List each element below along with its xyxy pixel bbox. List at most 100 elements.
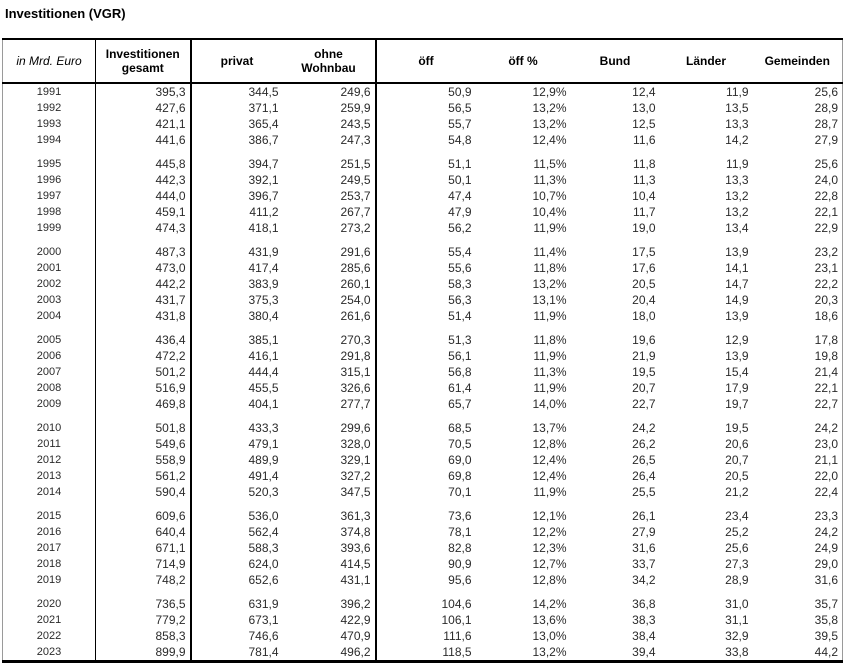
year-cell: 2011 (2, 436, 96, 452)
value-cell: 418,1 (248, 221, 279, 235)
table-row: 2010 501,8 433,3 299,6 68,5 13,7% 24,2 19,5 24,2 (2, 412, 843, 436)
value-cell: 291,6 (282, 236, 377, 260)
value-cell: 386,7 (248, 133, 279, 147)
value-cell: 32,9 (725, 629, 749, 643)
value-cell: 13,9 (725, 245, 749, 259)
value-cell: 624,0 (248, 557, 279, 571)
value-cell: 68,5 (448, 421, 472, 435)
value-cell: 17,5 (632, 245, 656, 259)
value-cell: 27,9 (632, 525, 656, 539)
value-cell: 55,4 (448, 245, 472, 259)
value-cell: 491,4 (248, 469, 279, 483)
value-cell: 13,0% (532, 629, 567, 643)
value-cell: 36,8 (632, 597, 656, 611)
value-cell: 34,2 (632, 573, 656, 587)
value-cell: 442,2 (95, 276, 192, 292)
value-cell: 33,7 (632, 557, 656, 571)
value-cell: 329,1 (282, 452, 377, 468)
value-cell: 10,7% (532, 189, 567, 203)
value-cell: 31,6 (814, 573, 838, 587)
year-cell: 2019 (2, 572, 96, 588)
value-cell: 12,4% (532, 133, 567, 147)
value-cell: 858,3 (95, 628, 192, 644)
value-cell: 25,6 (814, 157, 838, 171)
value-cell: 11,4% (533, 245, 567, 259)
value-cell: 51,4 (448, 309, 472, 323)
table-row: 2022 858,3 746,6 470,9 111,6 13,0% 38,4 32,9 39,… (2, 628, 843, 644)
value-cell: 520,3 (248, 485, 279, 499)
unit-label: in Mrd. Euro (2, 39, 96, 84)
value-cell: 20,5 (632, 277, 656, 291)
value-cell: 394,7 (248, 157, 279, 171)
year-cell: 2001 (2, 260, 96, 276)
table-row: 1999 474,3 418,1 273,2 56,2 11,9% 19,0 13,4 22,9 (2, 220, 843, 236)
value-cell: 536,0 (248, 509, 279, 523)
year-cell: 1996 (2, 172, 96, 188)
value-cell: 588,3 (248, 541, 279, 555)
value-cell: 422,9 (282, 612, 377, 628)
value-cell: 396,2 (282, 588, 377, 612)
value-cell: 24,9 (814, 541, 838, 555)
value-cell: 55,7 (448, 117, 472, 131)
value-cell: 431,8 (95, 308, 192, 324)
value-cell: 19,7 (725, 397, 749, 411)
value-cell: 31,0 (725, 597, 749, 611)
value-cell: 270,3 (282, 324, 377, 348)
value-cell: 899,9 (95, 644, 192, 662)
value-cell: 39,5 (814, 629, 838, 643)
year-cell: 1995 (2, 148, 96, 172)
value-cell: 12,9% (532, 85, 567, 99)
table-row: 2021 779,2 673,1 422,9 106,1 13,6% 38,3 31,1 35,… (2, 612, 843, 628)
table-row: 2013 561,2 491,4 327,2 69,8 12,4% 26,4 20,5 22,0 (2, 468, 843, 484)
value-cell: 22,4 (814, 485, 838, 499)
value-cell: 470,9 (282, 628, 377, 644)
table-row: 2019 748,2 652,6 431,1 95,6 12,8% 34,2 28,9 31,6 (2, 572, 843, 588)
value-cell: 35,8 (814, 613, 838, 627)
value-cell: 56,5 (448, 101, 472, 115)
value-cell: 13,0 (632, 101, 656, 115)
value-cell: 671,1 (95, 540, 192, 556)
value-cell: 23,3 (814, 509, 838, 523)
value-cell: 10,4 (632, 189, 656, 203)
value-cell: 22,7 (814, 397, 838, 411)
value-cell: 13,5 (725, 101, 749, 115)
value-cell: 393,6 (282, 540, 377, 556)
year-cell: 1999 (2, 220, 96, 236)
value-cell: 361,3 (282, 500, 377, 524)
value-cell: 19,5 (632, 365, 656, 379)
value-cell: 385,1 (248, 333, 279, 347)
value-cell: 11,3% (533, 173, 567, 187)
value-cell: 58,3 (448, 277, 472, 291)
value-cell: 652,6 (248, 573, 279, 587)
value-cell: 416,1 (248, 349, 279, 363)
value-cell: 433,3 (248, 421, 279, 435)
value-cell: 383,9 (248, 277, 279, 291)
value-cell: 35,7 (814, 597, 838, 611)
value-cell: 50,9 (448, 85, 472, 99)
value-cell: 31,1 (725, 613, 749, 627)
year-cell: 1998 (2, 204, 96, 220)
value-cell: 23,4 (725, 509, 749, 523)
table-row: 1993 421,1 365,4 243,5 55,7 13,2% 12,5 13,3 28,7 (2, 116, 843, 132)
value-cell: 431,9 (248, 245, 279, 259)
value-cell: 31,6 (632, 541, 656, 555)
value-cell: 19,6 (632, 333, 656, 347)
value-cell: 431,7 (95, 292, 192, 308)
value-cell: 291,8 (282, 348, 377, 364)
value-cell: 736,5 (95, 588, 192, 612)
table-row: 2015 609,6 536,0 361,3 73,6 12,1% 26,1 23,4 23,3 (2, 500, 843, 524)
value-cell: 22,1 (814, 205, 838, 219)
table-body: 1991 395,3 344,5 249,6 50,9 12,9% 12,4 11,9 25,6… (2, 83, 843, 662)
year-cell: 1994 (2, 132, 96, 148)
value-cell: 13,9 (725, 309, 749, 323)
value-cell: 501,8 (95, 412, 192, 436)
value-cell: 18,6 (814, 309, 838, 323)
year-cell: 2010 (2, 412, 96, 436)
value-cell: 249,5 (282, 172, 377, 188)
year-cell: 2009 (2, 396, 96, 412)
value-cell: 13,4 (725, 221, 749, 235)
value-cell: 69,8 (448, 469, 472, 483)
value-cell: 111,6 (443, 629, 472, 643)
value-cell: 380,4 (248, 309, 279, 323)
value-cell: 27,9 (814, 133, 838, 147)
